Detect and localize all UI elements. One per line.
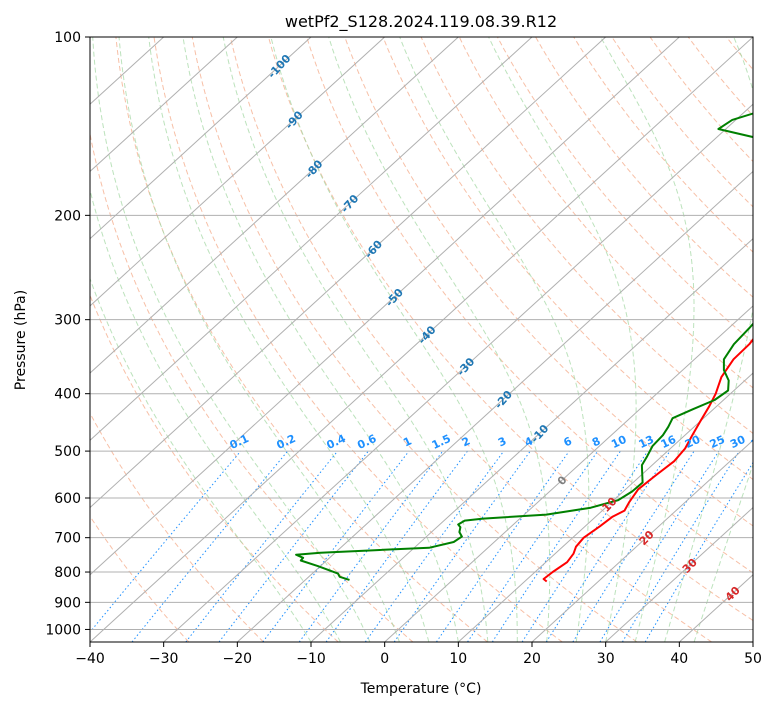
y-tick-label: 100 [54, 30, 81, 46]
isotherm-line [163, 103, 753, 642]
moist-adiabat-line [270, 37, 518, 642]
isotherm-line [90, 37, 238, 173]
plot-frame [89, 36, 754, 643]
x-tick-label: 30 [597, 651, 615, 667]
mixing-ratio-line [90, 450, 242, 633]
x-tick-label: −20 [223, 651, 253, 667]
x-tick-label: −10 [296, 651, 326, 667]
y-tick-label: 1000 [45, 622, 81, 638]
dry-adiabat-line [496, 37, 753, 344]
mixing-ratio-label: 13 [637, 433, 656, 451]
dewpoint-line [295, 112, 753, 581]
isotherm-line [90, 37, 680, 576]
mixing-ratio-line [298, 450, 444, 642]
isotherm-line [90, 37, 607, 509]
y-tick-label: 400 [54, 387, 81, 403]
isotherm-line [90, 37, 459, 374]
mixing-ratio-line [131, 450, 288, 642]
dry-adiabat-line [420, 37, 753, 435]
x-tick-label: 0 [380, 651, 389, 667]
mixing-ratio-label: 16 [659, 433, 679, 451]
y-tick-label: 700 [54, 531, 81, 547]
isotherm-line [90, 37, 312, 240]
mixing-ratio-line [521, 450, 649, 642]
isotherm-line [605, 506, 753, 642]
y-tick-label: 500 [54, 444, 81, 460]
dry-adiabat-line [382, 37, 753, 481]
mixing-ratio-line [435, 450, 570, 642]
mixing-ratio-label: 30 [728, 433, 748, 451]
axes: −40 −30 −20 −10 0 10 20 30 40 50 100 200 300 400 500 60… [45, 30, 762, 667]
isotherm-line [236, 170, 753, 642]
mixing-ratio-label: 20 [683, 433, 703, 451]
background-lines [90, 37, 753, 642]
y-tick-label: 600 [54, 491, 81, 507]
x-tick-label: 20 [523, 651, 541, 667]
isotherm-line [531, 439, 753, 642]
data-series [295, 112, 753, 583]
x-tick-label: −40 [75, 651, 105, 667]
y-axis-label: Pressure (hPa) [13, 290, 29, 390]
x-tick-label: 50 [744, 651, 762, 667]
dry-adiabat-line [115, 37, 488, 642]
mixing-ratio-label: 10 [609, 433, 629, 451]
isotherm-line [90, 37, 386, 307]
mixing-ratio-line [325, 450, 468, 642]
moist-adiabat-line [222, 37, 489, 642]
dry-adiabat-line [535, 37, 753, 298]
x-tick-label: 10 [449, 651, 467, 667]
mixing-ratio-line [572, 450, 695, 642]
moist-adiabat-line [600, 37, 695, 642]
y-tick-label: 300 [54, 313, 81, 329]
mixing-ratio-line [262, 450, 410, 642]
mixing-ratio-line [491, 450, 621, 642]
isotherm-line [90, 37, 533, 442]
y-tick-label: 900 [54, 595, 81, 611]
mixing-ratio-label: 25 [708, 433, 727, 451]
moist-adiabat-line [664, 37, 753, 642]
moist-adiabat-line [118, 37, 400, 642]
y-tick-label: 800 [54, 565, 81, 581]
moist-adiabat-line [182, 37, 459, 642]
x-tick-label: −30 [149, 651, 179, 667]
x-axis-label: Temperature (°C) [360, 681, 482, 697]
mixing-ratio-line [185, 450, 338, 642]
temperature-line [542, 337, 753, 583]
mixing-ratio-line [467, 450, 599, 642]
moist-adiabat-line [488, 37, 637, 642]
chart-title: wetPf2_S128.2024.119.08.39.R12 [285, 12, 557, 32]
mixing-ratio-label: 36 [749, 433, 769, 451]
isotherm-line [310, 237, 753, 642]
dry-adiabat-line [90, 412, 264, 642]
mixing-ratio-line [364, 450, 505, 642]
moist-adiabat-line [693, 462, 753, 642]
moist-adiabat-line [90, 188, 341, 642]
isotherm-line [457, 372, 753, 642]
moist-adiabat-line [148, 37, 430, 642]
x-tick-label: 40 [670, 651, 688, 667]
isotherm-line [90, 37, 753, 642]
moist-adiabat-line [399, 37, 590, 642]
isotherm-line [384, 305, 753, 642]
mixing-ratio-line [545, 450, 671, 642]
y-tick-label: 200 [54, 208, 81, 224]
mixing-ratio-line [621, 450, 740, 642]
dry-adiabat-line [268, 37, 753, 622]
dry-adiabat-line [153, 37, 563, 642]
